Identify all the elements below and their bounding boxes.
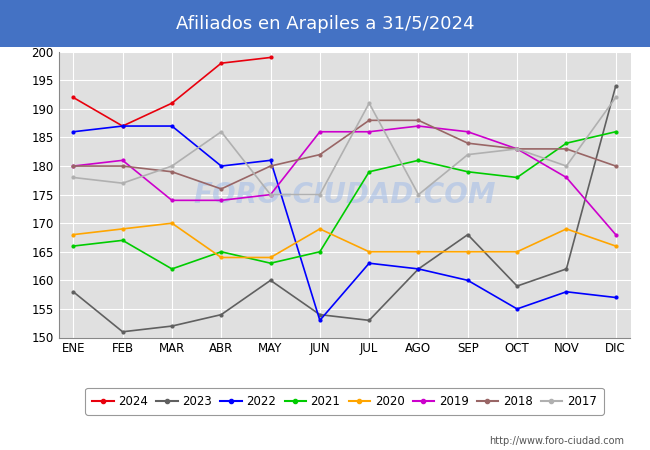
Text: FORO-CIUDAD.COM: FORO-CIUDAD.COM <box>193 180 496 209</box>
Legend: 2024, 2023, 2022, 2021, 2020, 2019, 2018, 2017: 2024, 2023, 2022, 2021, 2020, 2019, 2018… <box>85 388 604 415</box>
Text: Afiliados en Arapiles a 31/5/2024: Afiliados en Arapiles a 31/5/2024 <box>176 14 474 33</box>
Text: http://www.foro-ciudad.com: http://www.foro-ciudad.com <box>489 436 624 446</box>
